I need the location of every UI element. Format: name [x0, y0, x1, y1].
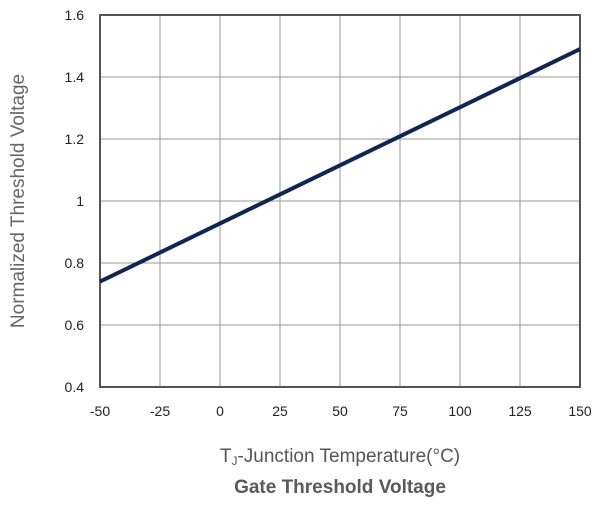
- x-tick-label: -50: [90, 403, 110, 419]
- y-tick-label: 1.4: [65, 69, 85, 85]
- x-axis-label-text: -Junction Temperature(°C): [237, 446, 461, 467]
- series-line: [99, 47, 581, 284]
- y-tick-label: 0.8: [65, 255, 85, 271]
- x-tick-labels: -50 -25 0 25 50 75 100 125 150: [90, 403, 592, 419]
- y-axis-label: Normalized Threshold Voltage: [8, 74, 29, 328]
- x-tick-label: 75: [392, 403, 408, 419]
- y-tick-label: 1.2: [65, 131, 85, 147]
- series-layer: [99, 47, 581, 284]
- y-tick-label: 0.6: [65, 317, 85, 333]
- chart-title: Gate Threshold Voltage: [234, 477, 446, 498]
- x-tick-label: 25: [272, 403, 288, 419]
- plot-frame: [99, 14, 581, 388]
- grid-lines: [99, 14, 581, 388]
- y-tick-label: 1: [76, 193, 84, 209]
- x-axis-label-prefix: T: [219, 446, 232, 467]
- x-axis-label: TJ-Junction Temperature(°C): [100, 446, 580, 468]
- x-tick-label: 50: [332, 403, 348, 419]
- y-tick-labels: 0.4 0.6 0.8 1 1.2 1.4 1.6: [65, 7, 85, 395]
- x-tick-label: 150: [568, 403, 592, 419]
- x-tick-label: 125: [508, 403, 532, 419]
- x-tick-label: 0: [216, 403, 224, 419]
- y-tick-label: 1.6: [65, 7, 85, 23]
- y-tick-label: 0.4: [65, 379, 85, 395]
- x-tick-label: -25: [150, 403, 170, 419]
- x-axis-label-subscript: J: [231, 454, 238, 468]
- x-tick-label: 100: [448, 403, 472, 419]
